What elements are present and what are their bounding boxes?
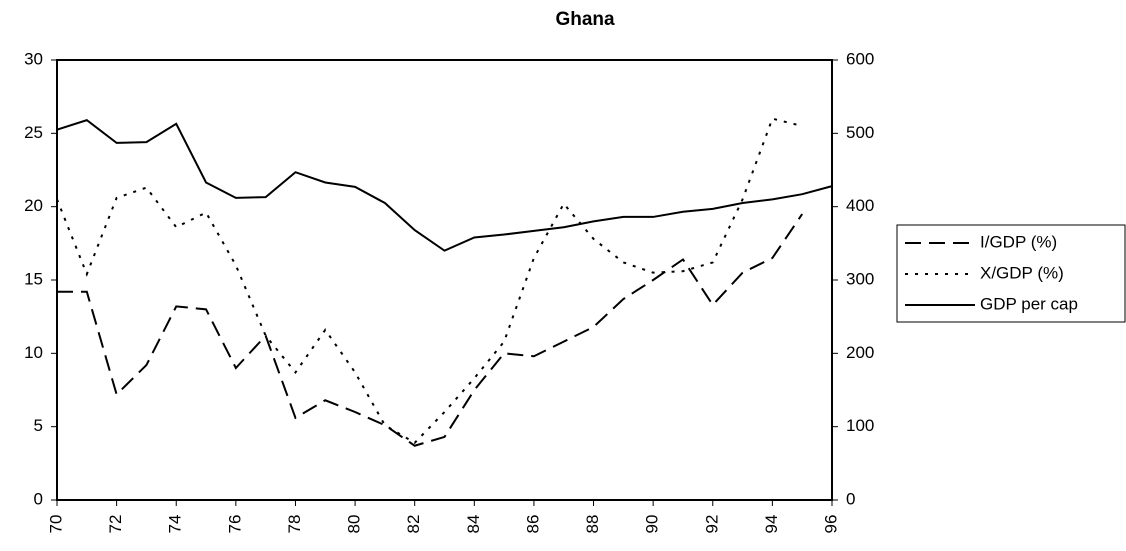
y-tick-label: 30 [24, 49, 43, 68]
x-tick-label: 88 [583, 515, 602, 534]
x-tick-label: 82 [404, 515, 423, 534]
x-tick-label: 70 [46, 515, 65, 534]
legend-label: GDP per cap [980, 294, 1078, 313]
y-tick-label: 5 [34, 416, 43, 435]
x-tick-label: 94 [762, 515, 781, 534]
y2-tick-label: 100 [846, 416, 874, 435]
legend-label: X/GDP (%) [980, 263, 1064, 282]
y2-tick-label: 0 [846, 489, 855, 508]
x-tick-label: 96 [821, 515, 840, 534]
series-line [56, 119, 833, 252]
x-tick-label: 80 [345, 515, 364, 534]
y2-tick-label: 200 [846, 343, 874, 362]
y-tick-label: 20 [24, 196, 43, 215]
x-tick-label: 92 [702, 515, 721, 534]
x-tick-label: 72 [106, 515, 125, 534]
y2-tick-label: 600 [846, 49, 874, 68]
y-tick-label: 25 [24, 123, 43, 142]
x-tick-label: 84 [464, 515, 483, 534]
y-tick-label: 10 [24, 343, 43, 362]
y2-tick-label: 500 [846, 123, 874, 142]
series-line [57, 213, 804, 447]
x-tick-label: 90 [643, 515, 662, 534]
x-tick-label: 76 [225, 515, 244, 534]
series-line [56, 117, 803, 445]
y2-tick-label: 300 [846, 269, 874, 288]
chart-title: Ghana [555, 9, 615, 30]
y-tick-label: 15 [24, 269, 43, 288]
legend-label: I/GDP (%) [980, 232, 1057, 251]
x-tick-label: 74 [166, 515, 185, 534]
x-tick-label: 78 [285, 515, 304, 534]
y-tick-label: 0 [34, 489, 43, 508]
y2-tick-label: 400 [846, 196, 874, 215]
x-tick-label: 86 [523, 515, 542, 534]
